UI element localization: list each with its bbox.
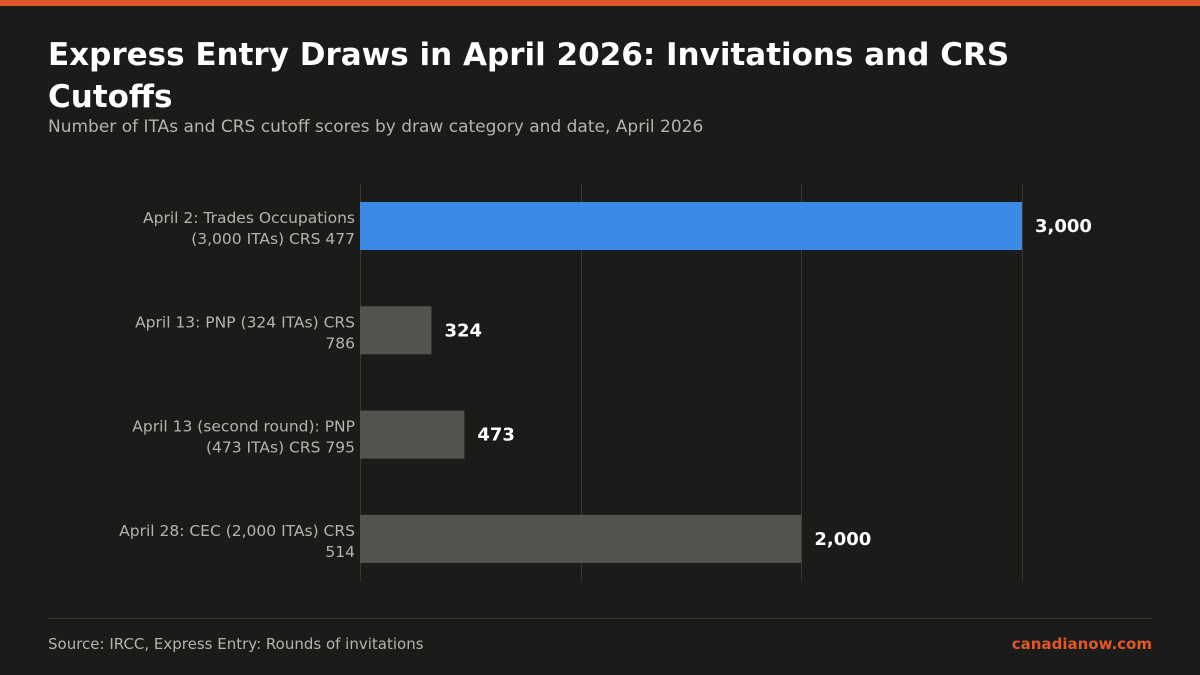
category-label: 786 <box>325 334 355 352</box>
bar-highlighted <box>360 202 1022 250</box>
bar <box>360 514 802 563</box>
accent-top-bar <box>0 0 1200 6</box>
value-label: 2,000 <box>814 529 871 550</box>
value-label: 473 <box>477 425 515 446</box>
category-label: April 13 (second round): PNP <box>132 418 355 436</box>
category-label: (3,000 ITAs) CRS 477 <box>191 230 355 248</box>
category-label: April 13: PNP (324 ITAs) CRS <box>135 313 355 331</box>
category-label: (473 ITAs) CRS 795 <box>206 439 355 457</box>
footer-divider <box>48 618 1152 619</box>
brand-link[interactable]: canadianow.com <box>1011 635 1152 653</box>
chart-subtitle: Number of ITAs and CRS cutoff scores by … <box>48 117 704 137</box>
category-label: April 2: Trades Occupations <box>143 209 355 227</box>
value-label: 324 <box>444 320 482 341</box>
bar <box>360 306 432 355</box>
chart-title: Express Entry Draws in April 2026: Invit… <box>48 37 1010 115</box>
bar <box>360 410 465 459</box>
value-label: 3,000 <box>1035 216 1092 237</box>
category-label: 514 <box>325 543 355 561</box>
source-note: Source: IRCC, Express Entry: Rounds of i… <box>48 635 424 653</box>
category-label: April 28: CEC (2,000 ITAs) CRS <box>119 522 355 540</box>
